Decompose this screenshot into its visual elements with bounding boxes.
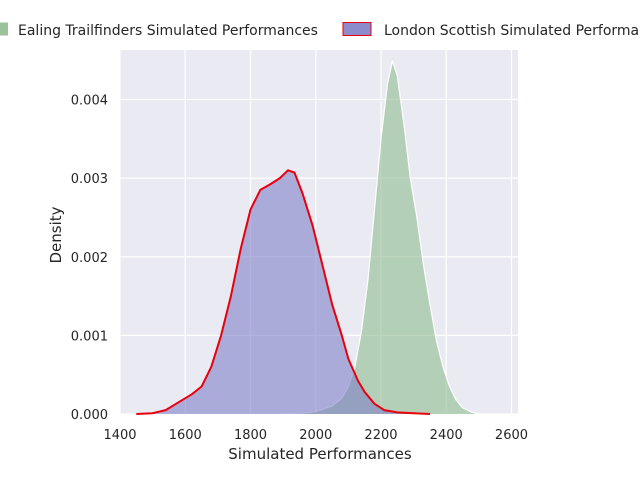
y-tick-label: 0.000 (71, 408, 108, 423)
legend-swatch-london-scottish (342, 22, 372, 36)
x-tick-label: 2400 (430, 428, 463, 443)
y-tick-label: 0.001 (71, 329, 108, 344)
legend-item-london-scottish: London Scottish Simulated Performances (342, 22, 640, 39)
series-layer (136, 60, 480, 415)
x-tick-label: 1600 (169, 428, 202, 443)
x-tick-label: 2200 (364, 428, 397, 443)
series-area-london-scottish (136, 170, 430, 414)
series-area-ealing (276, 61, 479, 414)
legend-item-ealing: Ealing Trailfinders Simulated Performanc… (0, 22, 318, 39)
tick-labels: 1400 1600 1800 2000 2200 2400 2600 0.000 0.001 0.… (71, 94, 528, 443)
y-tick-label: 0.004 (71, 94, 108, 109)
legend: Ealing Trailfinders Simulated Performanc… (0, 22, 640, 39)
series-line-london-scottish (136, 169, 430, 415)
x-tick-label: 2600 (495, 428, 528, 443)
legend-swatch-ealing (0, 22, 8, 36)
y-tick-label: 0.002 (71, 251, 108, 266)
y-tick-label: 0.003 (71, 172, 108, 187)
legend-label-london-scottish: London Scottish Simulated Performances (384, 23, 640, 39)
x-tick-label: 1400 (103, 428, 136, 443)
legend-label-ealing: Ealing Trailfinders Simulated Performanc… (18, 23, 318, 39)
x-tick-label: 2000 (299, 428, 332, 443)
x-axis-label: Simulated Performances (228, 445, 412, 463)
y-axis-label: Density (47, 206, 65, 263)
x-tick-label: 1800 (234, 428, 267, 443)
